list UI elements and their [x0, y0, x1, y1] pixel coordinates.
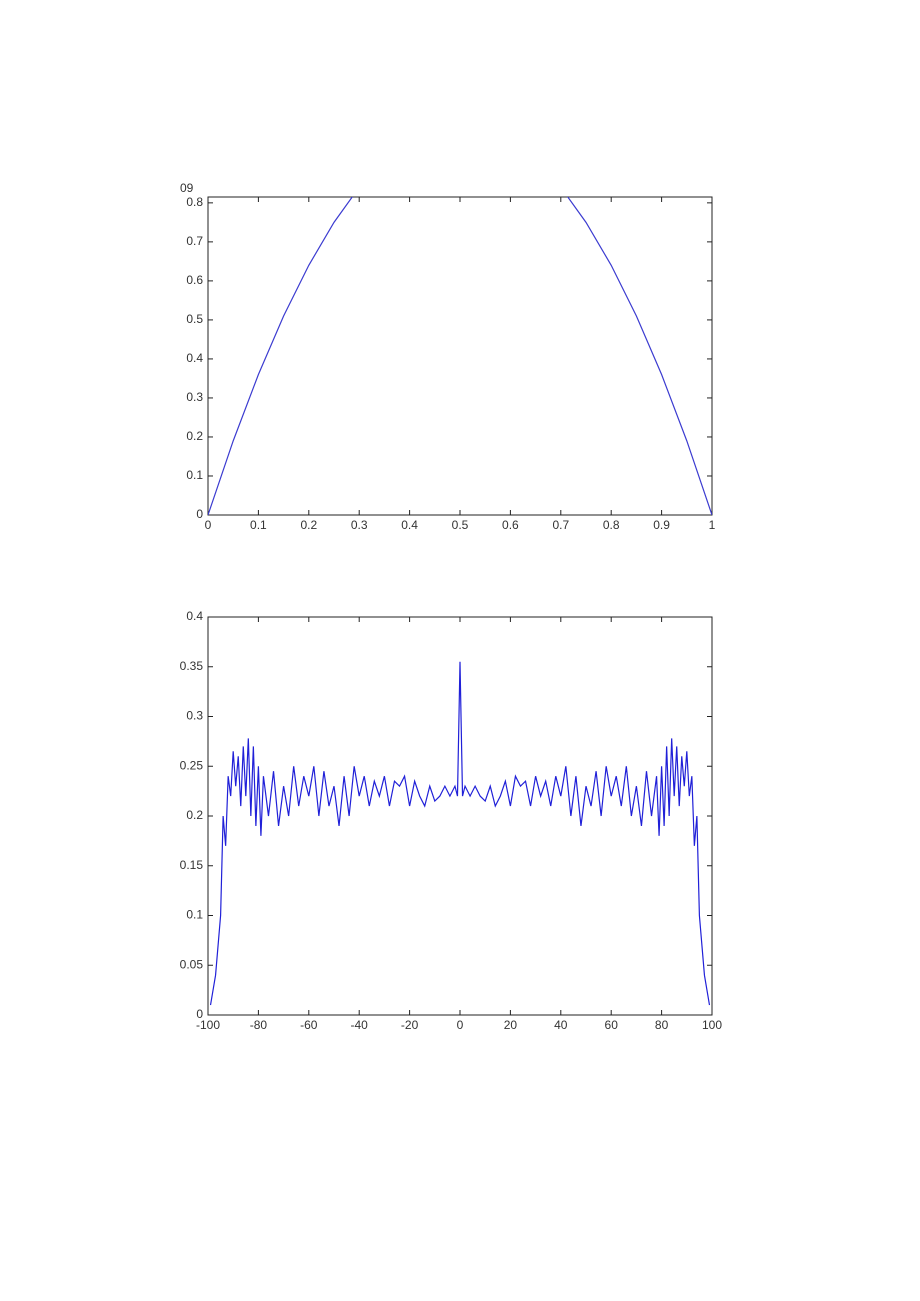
chart: -100 -80 -60 -40 -20 0 20 40 60 80 100 0 0.05 0.1 0.15… [180, 609, 723, 1032]
y-tick-label: 0.25 [180, 758, 204, 772]
x-tick-label: 1 [709, 518, 716, 532]
x-tick-label: 0.8 [603, 518, 620, 532]
x-tick-label: 20 [504, 1018, 518, 1032]
y-tick-label: 0.4 [186, 609, 203, 623]
chart: 0 0.1 0.2 0.3 0.4 0.5 0.6 0.7 0.8 0.9 1 0 0.1 0.2 0.3 0… [186, 195, 716, 532]
y-tick-label: 0.1 [186, 468, 203, 482]
y-tick-label: 0.7 [186, 234, 203, 248]
y-tick-label: 0 [196, 507, 203, 521]
plot-box [207, 196, 713, 516]
y-tick-label: 0 [196, 1007, 203, 1021]
data-line [209, 661, 711, 1006]
y-tick-label: 0.3 [186, 390, 203, 404]
x-tick-label: -40 [351, 1018, 369, 1032]
data-line [208, 197, 712, 515]
y-tick-label: 0.4 [186, 351, 203, 365]
y-tick-label: 0.35 [180, 659, 204, 673]
y-tick-label: 0.5 [186, 312, 203, 326]
x-tick-label: 0.1 [250, 518, 267, 532]
y-tick-label: 0.05 [180, 957, 204, 971]
y-tick-label: 0.1 [186, 908, 203, 922]
x-tick-label: 0.2 [300, 518, 317, 532]
x-tick-label: 0.7 [552, 518, 569, 532]
x-tick-label: 0.4 [401, 518, 418, 532]
x-tick-label: 0.5 [452, 518, 469, 532]
y-tick-label: 0.8 [186, 195, 203, 209]
x-tick-label: 0 [457, 1018, 464, 1032]
x-tick-label: 0.6 [502, 518, 519, 532]
x-tick-label: -60 [300, 1018, 318, 1032]
x-tick-label: 100 [702, 1018, 722, 1032]
x-tick-label: 0.9 [653, 518, 670, 532]
x-tick-label: 60 [605, 1018, 619, 1032]
x-tick-label: 0.3 [351, 518, 368, 532]
x-tick-label: -20 [401, 1018, 419, 1032]
x-tick-label: -100 [196, 1018, 220, 1032]
y-tick-label: 0.2 [186, 808, 203, 822]
x-tick-label: 0 [205, 518, 212, 532]
y-tick-label: 0.3 [186, 709, 203, 723]
y-tick-label: 0.6 [186, 273, 203, 287]
x-tick-label: -80 [250, 1018, 268, 1032]
x-tick-label: 40 [554, 1018, 568, 1032]
x-tick-label: 80 [655, 1018, 669, 1032]
y-tick-label: 0.15 [180, 858, 204, 872]
y-tick-label: 0.2 [186, 429, 203, 443]
annotation: 09 [180, 181, 194, 195]
